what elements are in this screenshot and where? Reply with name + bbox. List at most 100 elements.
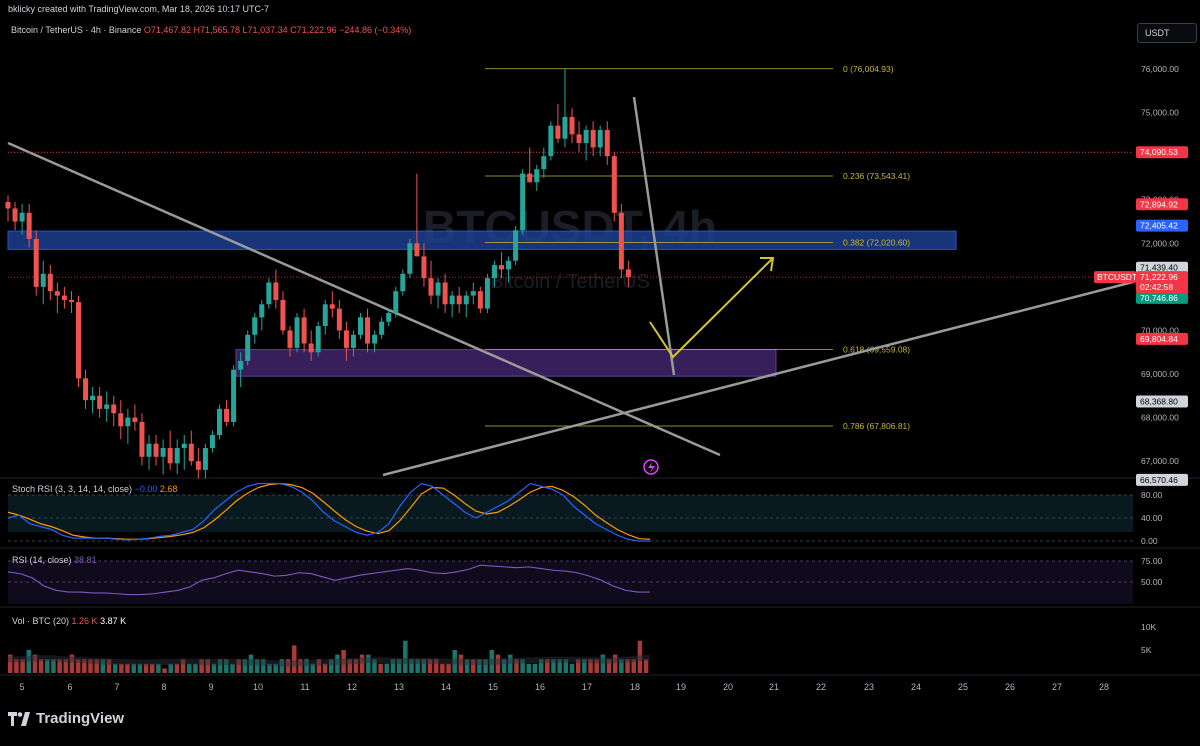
volume-bar [427, 659, 433, 673]
x-tick-label: 20 [723, 682, 733, 692]
candle-body [336, 308, 342, 331]
candle-body [111, 404, 117, 414]
volume-bar [8, 654, 13, 673]
price-tag-label: 72,894.92 [1140, 199, 1178, 209]
candle-body [541, 156, 547, 170]
y-tick-label: 70,000.00 [1141, 325, 1179, 335]
volume-bar [261, 659, 266, 673]
candle-body [90, 395, 96, 401]
symbol-tag-label: BTCUSDT [1097, 272, 1137, 282]
volume-bar [14, 659, 19, 673]
x-tick-label: 16 [535, 682, 545, 692]
volume-bar [545, 659, 550, 673]
candle-body [188, 443, 194, 462]
volume-tick-label: 10K [1141, 622, 1156, 632]
volume-bar [51, 659, 56, 673]
volume-bar [421, 659, 427, 673]
low-value: L71,037.34 [242, 25, 288, 35]
stoch-band [8, 495, 1133, 532]
volume-bar [143, 663, 149, 673]
candle-body [456, 295, 462, 305]
volume-bar [440, 663, 445, 673]
volume-bar [538, 659, 544, 673]
volume-bar [433, 659, 439, 673]
tradingview-logo-text: TradingView [36, 710, 125, 727]
projection-arrowhead [760, 257, 775, 272]
candle-body [442, 282, 448, 305]
price-tag [1136, 473, 1188, 486]
price-tag [1136, 219, 1188, 232]
volume-bar [625, 659, 630, 673]
volume-bar [415, 659, 420, 673]
volume-bar [57, 659, 62, 673]
candle-body [583, 130, 589, 144]
candle-body [68, 299, 74, 303]
candle-body [358, 317, 363, 335]
volume-bar [32, 654, 38, 673]
volume-bar [273, 663, 278, 673]
volume-bar [600, 654, 606, 673]
x-tick-label: 22 [816, 682, 826, 692]
projection-arrow [649, 257, 774, 359]
candle-body [160, 448, 166, 457]
candle-body [534, 169, 540, 183]
candle-body [365, 317, 371, 344]
volume-bar [125, 663, 130, 673]
volume-bar [119, 663, 124, 673]
candle-body [407, 243, 413, 274]
candle-body [350, 334, 356, 348]
candle-body [19, 212, 25, 222]
volume-bar [409, 659, 414, 673]
stoch-rsi-legend: Stoch RSI (3, 3, 14, 14, close) −0.00 2.… [12, 484, 177, 494]
volume-bar [193, 663, 198, 673]
current-price-tag [1136, 271, 1188, 294]
candle-body [435, 282, 441, 296]
volume-value-2: 3.87 K [100, 616, 127, 626]
volume-bar [470, 659, 476, 673]
event-bolt-icon [648, 462, 655, 473]
volume-bar [514, 659, 519, 673]
rsi-tick-label: 50.00 [1141, 577, 1163, 587]
volume-bar [174, 663, 180, 673]
candle-body [393, 291, 399, 313]
volume-bar [569, 663, 575, 673]
x-tick-label: 23 [864, 682, 874, 692]
volume-bar [464, 659, 470, 673]
volume-bar [112, 663, 118, 673]
volume-bar [180, 659, 186, 673]
candle-body [132, 417, 138, 422]
price-tag-label: 74,090.53 [1140, 147, 1178, 157]
volume-bar [168, 663, 173, 673]
price-tag-label: 68,368.80 [1140, 397, 1178, 407]
volume-bar [347, 659, 353, 673]
candle-body [287, 330, 293, 348]
volume-bar [187, 663, 192, 673]
candle-body [625, 269, 631, 278]
volume-bar [594, 659, 599, 673]
candle-body [294, 317, 300, 348]
stoch-tick-label: 40.00 [1141, 513, 1163, 523]
candle-body [224, 408, 230, 422]
price-tag [1136, 395, 1188, 408]
rsi-value: 38.81 [74, 555, 97, 565]
stoch-d-value: 2.68 [159, 484, 178, 494]
x-tick-label: 6 [67, 682, 72, 692]
currency-button[interactable]: USDT [1137, 23, 1197, 43]
volume-bar [131, 663, 136, 673]
volume-bar [149, 663, 155, 673]
stoch-tick-label: 80.00 [1141, 490, 1163, 500]
volume-bar [236, 659, 241, 673]
volume-bar [643, 659, 649, 673]
current-price-label: 71,222.96 [1140, 272, 1178, 282]
volume-bar [631, 659, 636, 673]
tradingview-logo[interactable]: TradingView [8, 710, 124, 727]
candle-body [61, 295, 67, 300]
x-tick-label: 9 [208, 682, 213, 692]
fib-label: 0 (76,004.93) [843, 64, 894, 74]
x-tick-label: 27 [1052, 682, 1062, 692]
stoch-k-value: −0.00 [134, 484, 158, 494]
volume-bar [82, 659, 87, 673]
candle-body [506, 260, 512, 270]
volume-bar [329, 659, 334, 673]
